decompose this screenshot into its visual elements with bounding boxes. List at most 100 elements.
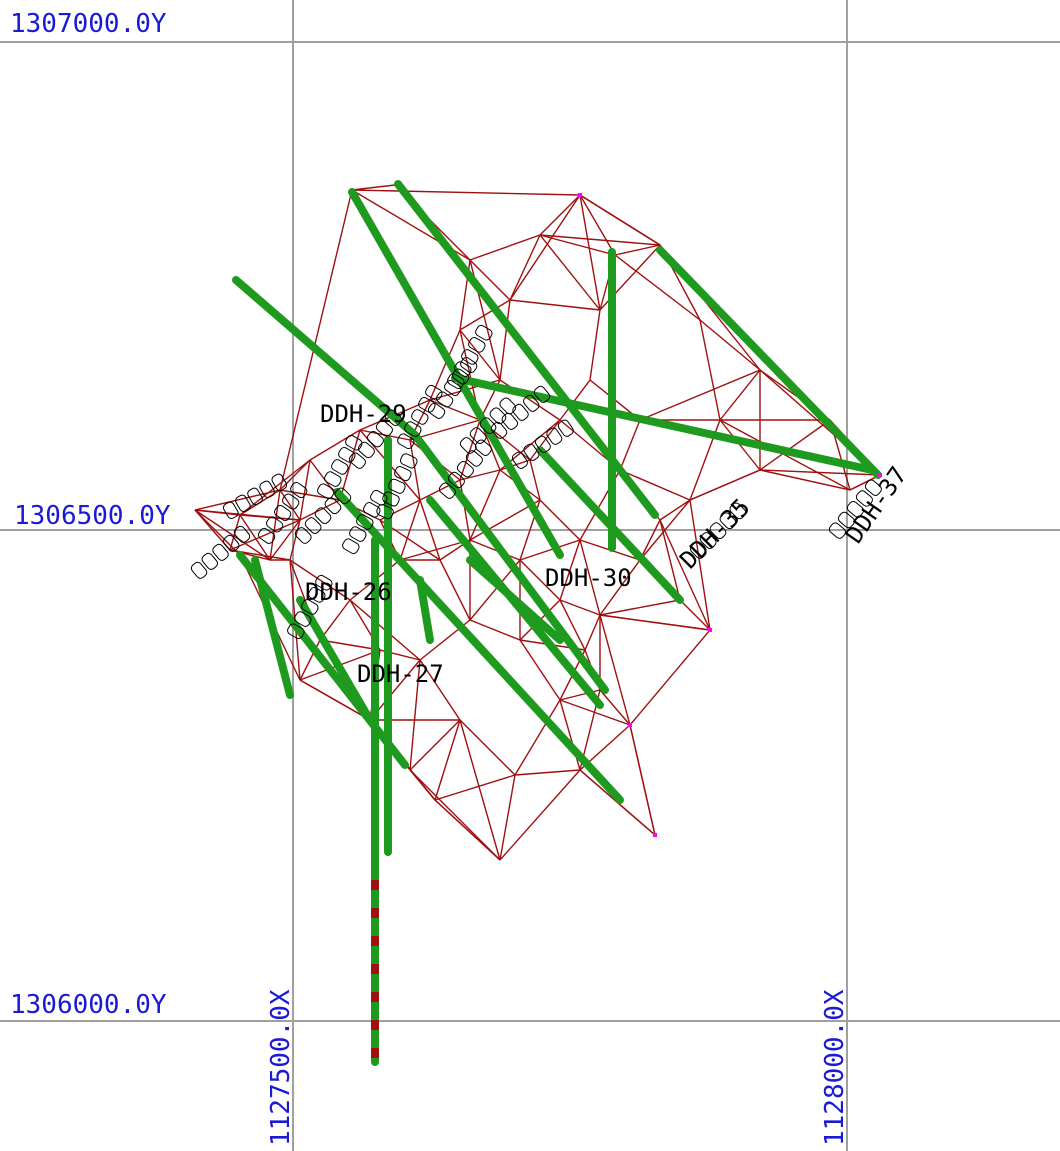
mesh-edge bbox=[619, 419, 641, 471]
mesh-edge bbox=[559, 599, 586, 651]
collar-label-glyphs bbox=[257, 482, 308, 544]
grid-label-y-bottom: 1306000.0Y bbox=[10, 990, 167, 1020]
glyph-outline bbox=[719, 512, 737, 530]
mesh-edge bbox=[629, 629, 711, 726]
drillhole-label-ddh-30: DDH-30 bbox=[545, 564, 632, 592]
sample-interval-mark bbox=[371, 1020, 379, 1030]
glyph-outline bbox=[523, 443, 540, 461]
glyph-outline bbox=[201, 552, 219, 570]
mesh-edge bbox=[459, 299, 511, 331]
mesh-edge bbox=[319, 639, 381, 651]
mesh-edge bbox=[719, 419, 851, 491]
glyph-outline bbox=[290, 482, 308, 499]
glyph-outline bbox=[418, 397, 436, 413]
mesh-edge bbox=[289, 519, 301, 561]
glyph-outline bbox=[729, 502, 747, 520]
drillhole-trace bbox=[466, 556, 564, 644]
glyph-outline bbox=[345, 434, 363, 451]
glyph-outline bbox=[342, 538, 360, 555]
mesh-edge bbox=[279, 459, 311, 491]
glyph-outline bbox=[314, 507, 332, 525]
glyph-outline bbox=[533, 385, 551, 403]
mesh-edge bbox=[519, 639, 561, 701]
glyph-outline bbox=[271, 473, 288, 492]
mesh-edge bbox=[459, 419, 481, 481]
mesh-edge bbox=[559, 599, 601, 616]
glyph-outline bbox=[397, 433, 415, 450]
collar-label-glyphs bbox=[376, 453, 418, 520]
collar-label-glyphs bbox=[689, 502, 747, 559]
drillhole-label-ddh-27: DDH-27 bbox=[357, 660, 444, 688]
mesh-outline-edge bbox=[499, 769, 581, 861]
mesh-edge bbox=[194, 509, 301, 521]
mesh-edge bbox=[509, 194, 581, 301]
mesh-edge bbox=[509, 299, 601, 311]
mesh-edge bbox=[399, 539, 471, 561]
vertex-marker bbox=[878, 473, 882, 477]
glyph-outline bbox=[388, 478, 406, 494]
mesh-edge bbox=[599, 559, 641, 616]
glyph-outline bbox=[363, 502, 381, 518]
sample-interval-mark bbox=[371, 936, 379, 946]
drillhole-trace bbox=[411, 431, 609, 694]
collar-label-glyphs bbox=[447, 324, 493, 390]
drillhole-label-ddh-26: DDH-26 bbox=[305, 578, 392, 606]
mesh-edge bbox=[239, 514, 271, 561]
mesh-edge bbox=[269, 489, 281, 561]
mesh-edge bbox=[579, 194, 601, 311]
mesh-edge bbox=[659, 499, 691, 521]
mesh-edge bbox=[519, 539, 581, 561]
mesh-edge bbox=[409, 419, 481, 441]
vertex-marker bbox=[653, 833, 657, 837]
mesh-outline-edge bbox=[689, 499, 711, 631]
mesh-outline-edge bbox=[299, 679, 371, 721]
glyph-outline bbox=[356, 514, 374, 530]
glyph-outline bbox=[468, 337, 486, 353]
glyph-outline bbox=[235, 494, 251, 513]
glyph-outline bbox=[689, 542, 707, 559]
drillhole-trace bbox=[451, 374, 876, 474]
mesh-edge bbox=[299, 459, 311, 521]
collar-label-glyphs bbox=[490, 385, 551, 439]
mesh-edge bbox=[409, 659, 421, 771]
collar-label-glyphs bbox=[511, 419, 574, 469]
vertex-markers bbox=[578, 193, 882, 837]
glyph-outline bbox=[301, 599, 319, 615]
mesh-edge bbox=[584, 614, 601, 651]
collar-label-glyphs bbox=[438, 439, 492, 499]
glyph-outline bbox=[456, 460, 474, 478]
grid-label-y-top: 1307000.0Y bbox=[10, 9, 167, 39]
glyph-outline bbox=[512, 403, 529, 421]
drillhole-label-ddh-29: DDH-29 bbox=[320, 400, 407, 428]
mesh-edge bbox=[589, 309, 601, 381]
mesh-edge bbox=[509, 234, 541, 301]
collar-label-glyphs bbox=[427, 357, 478, 419]
mesh-outline-edge bbox=[599, 614, 631, 726]
mesh-edge bbox=[639, 369, 761, 421]
mesh-edge bbox=[434, 774, 516, 801]
glyph-outline bbox=[438, 482, 456, 499]
glyph-outline bbox=[447, 471, 465, 489]
collar-label-glyphs bbox=[222, 473, 288, 520]
glyph-outline bbox=[490, 421, 508, 439]
mesh-edge bbox=[239, 459, 311, 516]
glyph-outline bbox=[444, 379, 462, 396]
glyph-outline bbox=[265, 516, 284, 533]
glyph-outline bbox=[475, 324, 493, 341]
mesh-edge bbox=[699, 319, 761, 371]
glyph-outline bbox=[546, 427, 563, 445]
glyph-outline bbox=[427, 402, 446, 419]
mesh-edge bbox=[499, 459, 531, 471]
collar-label-glyphs bbox=[294, 487, 352, 544]
glyph-outline bbox=[855, 490, 873, 507]
mesh-edge bbox=[469, 619, 521, 641]
glyph-outline bbox=[447, 373, 465, 390]
drillhole-trace bbox=[656, 246, 882, 479]
glyph-outline bbox=[257, 527, 276, 544]
glyph-outline bbox=[534, 435, 551, 453]
glyph-outline bbox=[382, 491, 400, 507]
glyph-outline bbox=[334, 487, 352, 505]
glyph-outline bbox=[465, 450, 483, 467]
glyph-outline bbox=[501, 412, 519, 430]
glyph-outline bbox=[370, 489, 388, 506]
